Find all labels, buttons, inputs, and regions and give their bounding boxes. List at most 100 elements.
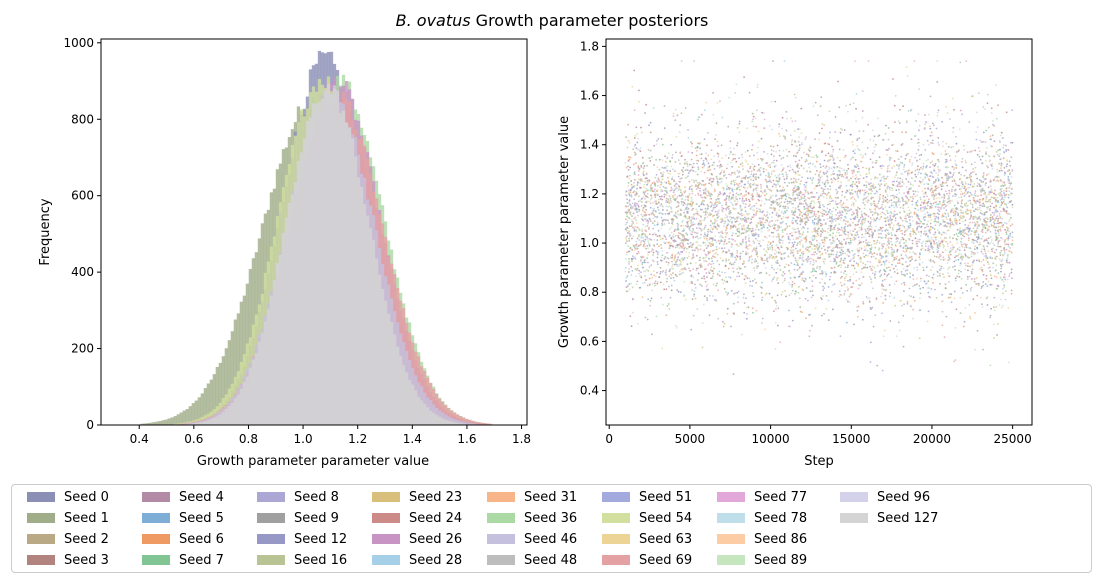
trace-point	[996, 222, 999, 225]
trace-point	[663, 218, 665, 221]
trace-point	[780, 246, 783, 249]
trace-point	[824, 154, 827, 157]
trace-point	[1001, 278, 1004, 281]
trace-point	[819, 200, 821, 203]
histogram-bar	[356, 177, 361, 425]
trace-point	[657, 138, 660, 140]
trace-point	[789, 277, 792, 279]
trace-point	[946, 184, 949, 187]
trace-point	[825, 194, 828, 197]
trace-point	[895, 150, 897, 152]
trace-point	[625, 266, 627, 269]
trace-point	[696, 267, 698, 270]
histogram-bar	[200, 421, 204, 425]
trace-point	[746, 247, 749, 250]
trace-point	[775, 176, 778, 179]
trace-point	[886, 167, 889, 170]
trace-point	[949, 223, 952, 226]
trace-point	[776, 219, 779, 222]
trace-point	[927, 188, 930, 191]
trace-point	[960, 277, 963, 280]
trace-point	[783, 279, 786, 282]
trace-point	[860, 241, 862, 244]
trace-point	[812, 239, 814, 241]
trace-point	[857, 315, 859, 318]
trace-point	[794, 199, 796, 202]
trace-point	[634, 268, 637, 270]
trace-point	[859, 190, 861, 193]
trace-point	[911, 200, 914, 203]
trace-point	[784, 252, 786, 255]
trace-point	[897, 188, 900, 191]
trace-point	[655, 250, 658, 253]
trace-point	[815, 154, 818, 157]
trace-point	[743, 262, 745, 265]
trace-point	[725, 242, 728, 245]
trace-point	[915, 175, 917, 178]
trace-point	[829, 229, 832, 232]
trace-point	[695, 227, 698, 229]
trace-point	[937, 192, 940, 195]
trace-point	[764, 235, 766, 238]
trace-point	[631, 257, 634, 260]
trace-point	[914, 237, 917, 240]
trace-point	[746, 149, 749, 152]
trace-point	[892, 267, 895, 270]
trace-point	[880, 206, 883, 208]
trace-point	[984, 217, 987, 220]
trace-point	[756, 210, 758, 213]
trace-point	[668, 202, 671, 205]
trace-point	[934, 179, 937, 181]
trace-point	[760, 137, 763, 140]
trace-point	[777, 307, 780, 310]
trace-point	[1002, 157, 1005, 160]
trace-point	[734, 220, 737, 223]
trace-point	[677, 234, 680, 237]
histogram-bar	[155, 421, 159, 425]
trace-point	[735, 254, 738, 257]
trace-point	[907, 199, 910, 202]
trace-point	[776, 180, 779, 183]
trace-point	[678, 188, 680, 191]
trace-point	[650, 273, 653, 276]
trace-point	[844, 174, 847, 176]
histogram-bar	[287, 202, 292, 425]
trace-point	[730, 289, 733, 292]
trace-point	[898, 262, 901, 264]
trace-point	[952, 266, 954, 268]
trace-point	[647, 181, 649, 184]
trace-point	[636, 247, 639, 250]
trace-point	[626, 251, 628, 254]
trace-point	[981, 155, 984, 158]
trace-point	[708, 182, 710, 185]
trace-point	[794, 293, 796, 295]
trace-point	[677, 256, 680, 259]
trace-point	[932, 233, 935, 236]
trace-point	[816, 243, 819, 246]
trace-point	[750, 221, 753, 224]
trace-point	[876, 253, 878, 256]
trace-point	[703, 184, 706, 187]
trace-point	[911, 230, 914, 233]
trace-point	[633, 69, 636, 72]
trace-point	[867, 220, 870, 223]
trace-point	[749, 280, 752, 283]
trace-point	[1007, 176, 1010, 178]
trace-point	[809, 216, 811, 219]
trace-point	[660, 203, 663, 206]
trace-point	[966, 276, 969, 278]
trace-point	[648, 217, 651, 220]
trace-point	[783, 272, 786, 275]
trace-point	[885, 124, 887, 127]
trace-point	[904, 215, 907, 218]
histogram-bar	[206, 383, 210, 425]
trace-point	[919, 198, 922, 201]
trace-point	[1007, 236, 1010, 239]
trace-point	[670, 143, 673, 146]
trace-point	[700, 223, 702, 226]
trace-point	[1002, 146, 1005, 149]
trace-point	[1011, 277, 1013, 280]
trace-point	[934, 233, 936, 236]
trace-point	[685, 238, 688, 241]
trace-point	[965, 283, 967, 286]
